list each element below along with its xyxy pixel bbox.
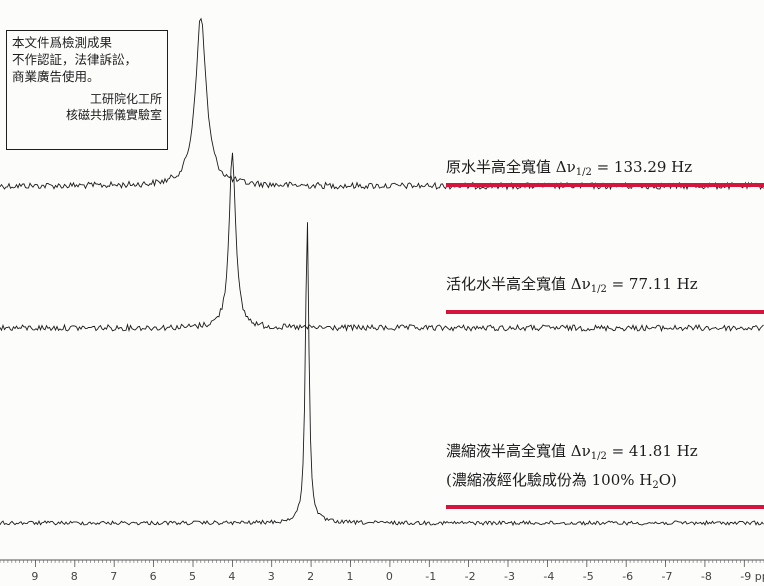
fwhm-value: = 77.11 Hz (606, 275, 698, 293)
tick-label: 6 (150, 570, 157, 583)
tick-label: 3 (268, 570, 275, 583)
note-text-end: O) (658, 471, 677, 489)
tick-label: -6 (622, 570, 633, 583)
fwhm-text: 活化水半高全寬值 Δν (446, 275, 591, 293)
highlight-bar-activated-water (446, 310, 764, 314)
tick-label: -7 (662, 570, 673, 583)
disclaimer-stamp: 本文件爲檢測成果 不作認証，法律訴訟， 商業廣告使用。 工研院化工所 核磁共振儀… (6, 30, 168, 150)
highlight-bar-raw-water (446, 183, 764, 187)
axis-tick-labels: 9 8 7 6 5 4 3 2 1 0 -1 -2 -3 -4 -5 -6 -7 -8 -9 ppm (31, 570, 764, 583)
tick-label: -3 (504, 570, 515, 583)
fwhm-subscript: 1/2 (575, 167, 592, 178)
tick-label: 7 (110, 570, 117, 583)
stamp-lab: 核磁共振儀實驗室 (65, 108, 162, 122)
stamp-line: 商業廣告使用。 (12, 69, 100, 84)
note-text: (濃縮液經化驗成份為 100% H (446, 471, 653, 489)
axis-major-ticks (35, 560, 745, 567)
stamp-org: 工研院化工所 (89, 92, 162, 106)
tick-label: -8 (701, 570, 712, 583)
tick-label: 9 (31, 570, 38, 583)
fwhm-subscript: 1/2 (590, 284, 607, 295)
fwhm-text: 原水半高全寬值 Δν (446, 158, 576, 176)
tick-label: 8 (71, 570, 78, 583)
tick-label: 1 (347, 570, 354, 583)
fwhm-value: = 133.29 Hz (591, 158, 693, 176)
stamp-line: 不作認証，法律訴訟， (12, 52, 138, 67)
fwhm-value: = 41.81 Hz (606, 442, 698, 460)
fwhm-label-raw-water: 原水半高全寬值 Δν1/2 = 133.29 Hz (446, 157, 692, 183)
note-subscript: 2 (652, 480, 659, 491)
spectrum-trace-3 (0, 222, 764, 527)
tick-label: -1 (425, 570, 436, 583)
tick-label: 0 (386, 570, 393, 583)
concentrate-composition-note: (濃縮液經化驗成份為 100% H2O) (446, 470, 677, 496)
highlight-bar-concentrate (446, 505, 764, 509)
spectrum-trace-2 (0, 152, 764, 333)
tick-label: -5 (583, 570, 594, 583)
fwhm-text: 濃縮液半高全寬值 Δν (446, 442, 591, 460)
fwhm-subscript: 1/2 (590, 451, 607, 462)
fwhm-label-concentrate: 濃縮液半高全寬值 Δν1/2 = 41.81 Hz (446, 441, 698, 467)
tick-label: -2 (465, 570, 476, 583)
stamp-line: 本文件爲檢測成果 (12, 35, 113, 50)
tick-label: 5 (189, 570, 196, 583)
tick-label: -9 ppm (740, 570, 764, 583)
tick-label: 2 (307, 570, 314, 583)
tick-label: 4 (228, 570, 235, 583)
tick-label: -4 (543, 570, 554, 583)
ppm-axis: 9 8 7 6 5 4 3 2 1 0 -1 -2 -3 -4 -5 -6 -7 -8 -9 ppm (0, 559, 764, 583)
fwhm-label-activated-water: 活化水半高全寬值 Δν1/2 = 77.11 Hz (446, 274, 698, 300)
